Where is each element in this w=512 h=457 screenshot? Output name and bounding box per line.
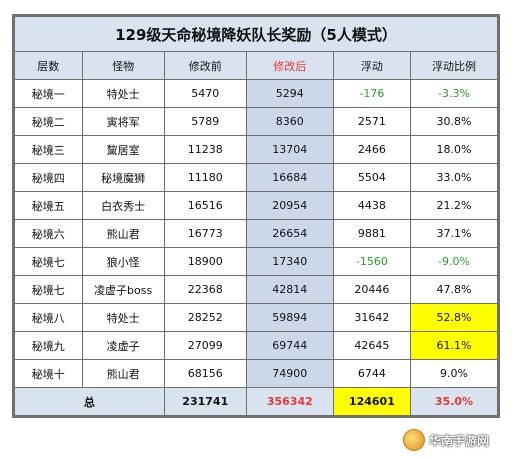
- cell-before: 11180: [163, 163, 247, 192]
- cell-level: 秘境一: [14, 79, 83, 108]
- cell-float: -1560: [332, 247, 412, 276]
- column-header-ratio: 浮动比例: [410, 51, 498, 80]
- cell-ratio: 47.8%: [410, 275, 498, 304]
- cell-monster: 熊山君: [81, 219, 165, 248]
- table-row: 秘境一 特处士 5470 5294 -176 -3.3%: [14, 79, 498, 108]
- cell-after: 26654: [245, 219, 334, 248]
- cell-before: 5470: [163, 79, 247, 108]
- table-row: 秘境四 秘境魔狮 11180 16684 5504 33.0%: [14, 163, 498, 192]
- cell-float: 20446: [332, 275, 412, 304]
- cell-level: 秘境六: [14, 219, 83, 248]
- total-before: 231741: [163, 387, 247, 416]
- cell-before: 18900: [163, 247, 247, 276]
- cell-level: 秘境十: [14, 359, 83, 388]
- cell-level: 秘境七: [14, 275, 83, 304]
- cell-monster: 秘境魔狮: [81, 163, 165, 192]
- cell-before: 22368: [163, 275, 247, 304]
- cell-ratio: 33.0%: [410, 163, 498, 192]
- cell-level: 秘境二: [14, 107, 83, 136]
- cell-before: 28252: [163, 303, 247, 332]
- column-header-after: 修改后: [245, 51, 334, 80]
- cell-monster: 狼小怪: [81, 247, 165, 276]
- cell-ratio: 9.0%: [410, 359, 498, 388]
- table-row: 秘境八 特处士 28252 59894 31642 52.8%: [14, 303, 498, 332]
- reward-table-frame: 129级天命秘境降妖队长奖励（5人模式） 层数 怪物 修改前 修改后 浮动 浮动…: [12, 14, 500, 418]
- cell-monster: 白衣秀士: [81, 191, 165, 220]
- cell-after: 42814: [245, 275, 334, 304]
- watermark-text: 华南手游网: [428, 433, 489, 448]
- table-row: 秘境七 凌虚子boss 22368 42814 20446 47.8%: [14, 275, 498, 304]
- table-row: 秘境五 白衣秀士 16516 20954 4438 21.2%: [14, 191, 498, 220]
- column-header-before: 修改前: [163, 51, 247, 80]
- cell-float: 31642: [332, 303, 412, 332]
- cell-ratio: 30.8%: [410, 107, 498, 136]
- total-float: 124601: [332, 387, 412, 416]
- cell-float: 42645: [332, 331, 412, 360]
- cell-before: 16773: [163, 219, 247, 248]
- table-row: 秘境三 黧居室 11238 13704 2466 18.0%: [14, 135, 498, 164]
- cell-after: 20954: [245, 191, 334, 220]
- table-title: 129级天命秘境降妖队长奖励（5人模式）: [14, 16, 498, 52]
- table-row: 秘境十 熊山君 68156 74900 6744 9.0%: [14, 359, 498, 388]
- cell-level: 秘境八: [14, 303, 83, 332]
- table-row: 秘境二 寅将军 5789 8360 2571 30.8%: [14, 107, 498, 136]
- cell-monster: 特处士: [81, 303, 165, 332]
- cell-ratio: 18.0%: [410, 135, 498, 164]
- cell-after: 13704: [245, 135, 334, 164]
- cell-after: 69744: [245, 331, 334, 360]
- cell-ratio: 37.1%: [410, 219, 498, 248]
- cell-level: 秘境四: [14, 163, 83, 192]
- cell-monster: 凌虚子: [81, 331, 165, 360]
- column-header-float: 浮动: [332, 51, 412, 80]
- cell-level: 秘境九: [14, 331, 83, 360]
- cell-ratio: 21.2%: [410, 191, 498, 220]
- cell-after: 8360: [245, 107, 334, 136]
- cell-monster: 寅将军: [81, 107, 165, 136]
- total-row: 总 231741 356342 124601 35.0%: [14, 387, 498, 416]
- table-row: 秘境七 狼小怪 18900 17340 -1560 -9.0%: [14, 247, 498, 276]
- total-after: 356342: [245, 387, 334, 416]
- column-header-level: 层数: [14, 51, 83, 80]
- cell-float: 6744: [332, 359, 412, 388]
- cell-float: 9881: [332, 219, 412, 248]
- column-header-monster: 怪物: [81, 51, 165, 80]
- cell-before: 5789: [163, 107, 247, 136]
- cell-float: 2571: [332, 107, 412, 136]
- cell-before: 16516: [163, 191, 247, 220]
- cell-monster: 凌虚子boss: [81, 275, 165, 304]
- cell-float: 4438: [332, 191, 412, 220]
- cell-after: 59894: [245, 303, 334, 332]
- cell-after: 5294: [245, 79, 334, 108]
- cell-monster: 特处士: [81, 79, 165, 108]
- cell-ratio: -3.3%: [410, 79, 498, 108]
- cell-level: 秘境三: [14, 135, 83, 164]
- cell-after: 17340: [245, 247, 334, 276]
- cell-level: 秘境七: [14, 247, 83, 276]
- header-row: 层数 怪物 修改前 修改后 浮动 浮动比例: [14, 51, 498, 80]
- cell-float: -176: [332, 79, 412, 108]
- total-ratio: 35.0%: [410, 387, 498, 416]
- site-logo-icon: [402, 429, 425, 451]
- cell-monster: 熊山君: [81, 359, 165, 388]
- cell-ratio-highlighted: 61.1%: [410, 331, 498, 360]
- cell-float: 5504: [332, 163, 412, 192]
- cell-float: 2466: [332, 135, 412, 164]
- total-label: 总: [14, 387, 165, 416]
- cell-before: 68156: [163, 359, 247, 388]
- cell-ratio: -9.0%: [410, 247, 498, 276]
- cell-after: 16684: [245, 163, 334, 192]
- cell-level: 秘境五: [14, 191, 83, 220]
- table-row: 秘境九 凌虚子 27099 69744 42645 61.1%: [14, 331, 498, 360]
- cell-before: 11238: [163, 135, 247, 164]
- table-row: 秘境六 熊山君 16773 26654 9881 37.1%: [14, 219, 498, 248]
- reward-table: 129级天命秘境降妖队长奖励（5人模式） 层数 怪物 修改前 修改后 浮动 浮动…: [14, 16, 498, 416]
- cell-monster: 黧居室: [81, 135, 165, 164]
- watermark: 华南手游网: [390, 427, 502, 453]
- cell-after: 74900: [245, 359, 334, 388]
- cell-before: 27099: [163, 331, 247, 360]
- cell-ratio-highlighted: 52.8%: [410, 303, 498, 332]
